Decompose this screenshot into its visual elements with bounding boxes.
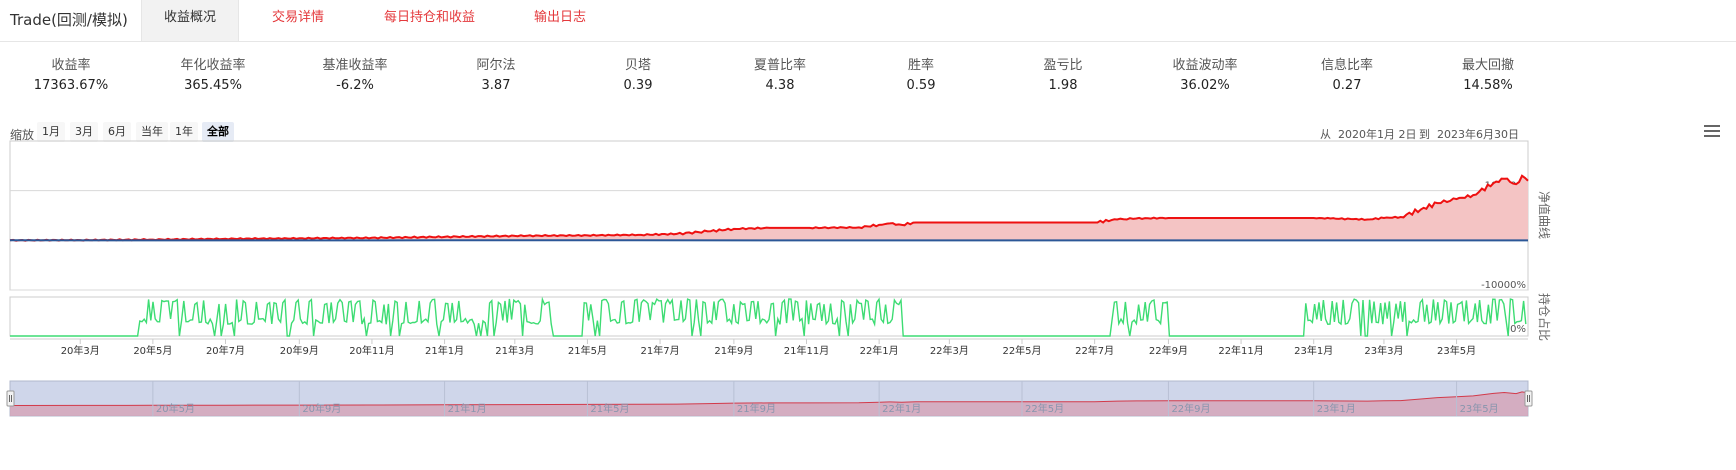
navigator-tick-label: 22年5月: [1025, 402, 1064, 415]
metric-2: 基准收益率 -6.2%: [285, 58, 425, 95]
navigator-tick-label: 22年1月: [882, 402, 921, 415]
navigator-tick-label: 21年1月: [448, 402, 487, 415]
metric-label: 夏普比率: [753, 58, 806, 73]
metric-label: 收益率: [51, 58, 91, 73]
metric-label: 盈亏比: [1043, 58, 1083, 73]
x-axis-tick-label: 20年9月: [280, 344, 319, 357]
x-axis-tick-label: 21年3月: [495, 344, 534, 357]
strategy-line: [9, 174, 1529, 242]
metric-4: 贝塔 0.39: [568, 58, 708, 95]
position-y-tick: 0%: [1510, 324, 1526, 335]
zoom-label: 缩放: [10, 128, 35, 142]
strategy-area: [10, 175, 1528, 241]
metric-label: 收益波动率: [1172, 58, 1238, 73]
navigator-tick-label: 23年5月: [1460, 402, 1499, 415]
metric-label: 阿尔法: [476, 58, 516, 73]
top-bar: Trade(回测/模拟) 收益概况 交易详情 每日持仓和收益 输出日志: [0, 0, 1736, 42]
x-axis-tick-label: 22年5月: [1002, 344, 1041, 357]
net-value-y-tick: -10000%: [1481, 280, 1526, 291]
metric-label: 贝塔: [624, 58, 651, 73]
x-axis-tick-label: 21年1月: [425, 344, 464, 357]
metric-value: 1.98: [1048, 78, 1078, 93]
navigator-tick-label: 20年9月: [302, 402, 341, 415]
navigator-tick-label: 21年9月: [737, 402, 776, 415]
metric-value: 0.39: [623, 78, 653, 93]
range-from-label: 从: [1320, 128, 1331, 141]
metric-label: 年化收益率: [180, 58, 246, 73]
x-axis-tick-label: 20年3月: [61, 344, 100, 357]
x-axis-tick-label: 21年9月: [714, 344, 753, 357]
metric-value: 17363.67%: [33, 78, 109, 93]
x-axis-tick-label: 20年7月: [206, 344, 245, 357]
x-axis-tick-label: 23年5月: [1437, 344, 1476, 357]
x-axis-tick-label: 22年3月: [930, 344, 969, 357]
metric-1: 年化收益率 365.45%: [143, 58, 283, 95]
navigator-handle-left[interactable]: [6, 390, 15, 407]
metric-value: 3.87: [481, 78, 511, 93]
navigator-tick-label: 20年5月: [156, 402, 195, 415]
zoom-6m-button[interactable]: 6月: [103, 122, 131, 142]
metric-value: 14.58%: [1463, 78, 1513, 93]
app-title: Trade(回测/模拟): [10, 11, 128, 29]
x-axis-tick-label: 22年11月: [1218, 344, 1263, 357]
metric-6: 胜率 0.59: [851, 58, 991, 95]
tab-overview[interactable]: 收益概况: [141, 0, 240, 41]
metric-value: 36.02%: [1180, 78, 1230, 93]
metric-value: 365.45%: [184, 78, 242, 93]
metric-7: 盈亏比 1.98: [993, 58, 1133, 95]
navigator-tick-label: 21年5月: [590, 402, 629, 415]
metric-label: 胜率: [907, 58, 934, 73]
metric-label: 信息比率: [1320, 58, 1373, 73]
metric-value: 0.59: [906, 78, 936, 93]
navigator-area: [10, 391, 1528, 416]
net-value-axis-label: 净值曲线: [1537, 191, 1552, 239]
tab-daily-positions[interactable]: 每日持仓和收益: [384, 10, 476, 25]
zoom-3m-button[interactable]: 3月: [70, 122, 98, 142]
x-axis-tick-label: 21年7月: [641, 344, 680, 357]
metric-0: 收益率 17363.67%: [1, 58, 141, 95]
x-axis-tick-label: 20年11月: [349, 344, 394, 357]
range-to-label: 到: [1419, 128, 1430, 141]
x-axis-tick-label: 21年11月: [784, 344, 829, 357]
metric-value: -6.2%: [336, 78, 374, 93]
zoom-1y-button[interactable]: 1年: [170, 122, 198, 142]
zoom-ytd-button[interactable]: 当年: [136, 122, 168, 142]
position-ratio-line: [10, 296, 1527, 337]
net-value-plot-area: [9, 140, 1529, 291]
metric-value: 4.38: [765, 78, 795, 93]
navigator-tick-label: 22年9月: [1171, 402, 1210, 415]
tab-trade-details[interactable]: 交易详情: [272, 10, 325, 25]
navigator-tick-label: 23年1月: [1317, 402, 1356, 415]
x-axis-tick-label: 22年9月: [1149, 344, 1188, 357]
navigator-handle-right[interactable]: [1524, 390, 1533, 407]
metric-5: 夏普比率 4.38: [710, 58, 850, 95]
x-axis-tick-label: 21年5月: [568, 344, 607, 357]
metric-label: 最大回撤: [1461, 58, 1514, 73]
x-axis-tick-label: 23年1月: [1294, 344, 1333, 357]
tab-output-log[interactable]: 输出日志: [534, 10, 587, 25]
zoom-1m-button[interactable]: 1月: [37, 122, 65, 142]
metric-value: 0.27: [1332, 78, 1362, 93]
hamburger-menu-icon[interactable]: [1704, 125, 1720, 139]
x-axis-tick-label: 20年5月: [133, 344, 172, 357]
range-from-date[interactable]: 2020年1月 2日: [1338, 128, 1417, 141]
metric-10: 最大回撤 14.58%: [1418, 58, 1558, 95]
range-to-date[interactable]: 2023年6月30日: [1437, 128, 1519, 141]
zoom-all-button[interactable]: 全部: [202, 122, 234, 142]
x-axis-tick-label: 22年1月: [860, 344, 899, 357]
metric-3: 阿尔法 3.87: [426, 58, 566, 95]
position-axis-label: 持仓占比: [1537, 293, 1552, 341]
metric-8: 收益波动率 36.02%: [1135, 58, 1275, 95]
x-axis-tick-label: 23年3月: [1364, 344, 1403, 357]
x-axis-tick-label: 22年7月: [1075, 344, 1114, 357]
metric-9: 信息比率 0.27: [1277, 58, 1417, 95]
metric-label: 基准收益率: [322, 58, 388, 73]
position-plot-area: [9, 296, 1529, 337]
